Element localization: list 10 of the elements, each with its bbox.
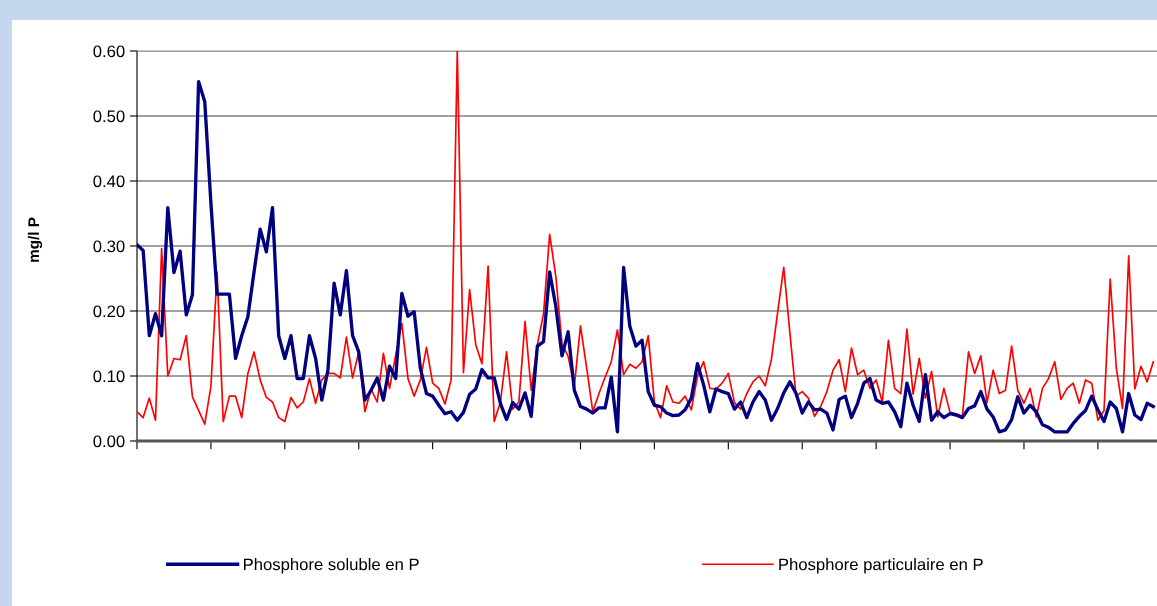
y-tick-label: 0.60	[93, 45, 125, 58]
legend-label: Phosphore particulaire en P	[779, 558, 983, 574]
y-tick-label: 0.40	[93, 175, 125, 188]
y-tick-label: 0.50	[93, 110, 125, 123]
y-tick-label: 0.00	[93, 435, 125, 448]
y-tick-label: 0.20	[93, 305, 125, 318]
y-tick-label: 0.30	[93, 240, 125, 253]
y-tick-label: 0.10	[93, 370, 125, 383]
y-axis-title: mg/l P	[27, 217, 43, 262]
legend-label: Phosphore soluble en P	[243, 558, 419, 574]
